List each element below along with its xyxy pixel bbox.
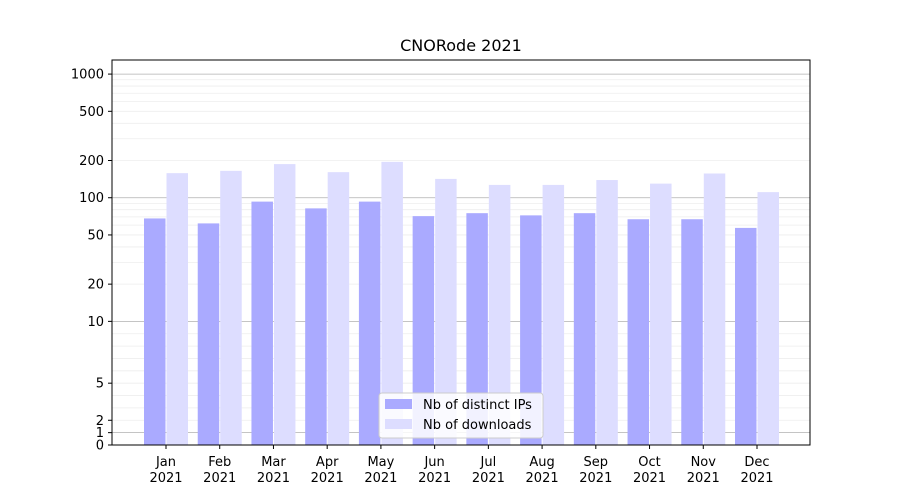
legend: Nb of distinct IPs Nb of downloads <box>378 392 544 439</box>
y-tick-label: 10 <box>87 315 104 330</box>
x-tick-label: 2021 <box>203 471 236 486</box>
legend-box <box>378 392 544 439</box>
y-tick-label: 0 <box>96 439 104 454</box>
y-tick-label: 20 <box>87 278 104 293</box>
bar-distinct-ips <box>627 219 650 445</box>
bar-distinct-ips <box>520 215 542 445</box>
x-tick-label: Oct <box>638 455 660 470</box>
y-tick-label: 5 <box>96 377 104 392</box>
bar-distinct-ips <box>305 208 327 445</box>
x-tick-label: Apr <box>316 455 339 470</box>
bar-distinct-ips <box>681 219 703 445</box>
x-tick-label: 2021 <box>257 471 290 486</box>
plot-area-frame <box>111 59 811 446</box>
x-tick-label: Mar <box>261 455 286 470</box>
bar-downloads <box>703 173 726 445</box>
y-tick-label: 200 <box>79 154 104 169</box>
x-tick-label: Feb <box>208 455 231 470</box>
x-tick-label: 2021 <box>740 471 773 486</box>
bars <box>144 161 779 446</box>
x-tick-label: Jun <box>423 455 444 470</box>
y-tick-label: 1000 <box>71 68 104 83</box>
bar-downloads <box>596 180 618 445</box>
bar-distinct-ips <box>197 223 220 445</box>
legend-label: Nb of downloads <box>423 418 532 433</box>
bar-downloads <box>435 178 457 446</box>
x-tick-label: 2021 <box>472 471 505 486</box>
y-tick-label: 50 <box>87 228 104 243</box>
bar-distinct-ips <box>412 216 435 445</box>
x-tick-label: Sep <box>584 455 609 470</box>
bar-distinct-ips <box>358 201 381 445</box>
x-tick-label: Jan <box>155 455 176 470</box>
chart-title: CNORode 2021 <box>400 36 522 55</box>
bar-distinct-ips <box>251 201 273 445</box>
x-tick-label: 2021 <box>311 471 344 486</box>
x-tick-label: 2021 <box>633 471 666 486</box>
y-tick-label: 500 <box>79 105 104 120</box>
x-tick-label: Dec <box>744 455 769 470</box>
x-tick-label: 2021 <box>687 471 720 486</box>
y-tick-label: 1 <box>96 426 104 441</box>
x-tick-label: Aug <box>529 455 554 470</box>
y-tick-label: 2 <box>96 414 104 429</box>
x-tick-label: 2021 <box>526 471 559 486</box>
legend-swatch <box>385 419 412 429</box>
x-tick-label: 2021 <box>418 471 451 486</box>
bar-downloads <box>273 164 296 446</box>
bar-distinct-ips <box>144 218 166 445</box>
bar-distinct-ips <box>735 227 757 445</box>
bar-distinct-ips <box>466 213 488 445</box>
x-tick-label: 2021 <box>364 471 397 486</box>
legend-label: Nb of distinct IPs <box>423 398 532 413</box>
y-tick-label: 100 <box>79 191 104 206</box>
bar-downloads <box>381 161 403 445</box>
bar-distinct-ips <box>573 213 596 445</box>
bar-downloads <box>488 184 511 445</box>
x-tick-label: Nov <box>691 455 717 470</box>
x-tick-label: 2021 <box>579 471 612 486</box>
legend-swatch <box>385 399 412 409</box>
x-tick-label: Jul <box>480 455 497 470</box>
bar-downloads <box>757 192 779 445</box>
bar-downloads <box>650 183 672 445</box>
bar-downloads <box>542 184 565 445</box>
bar-downloads <box>327 172 350 445</box>
axis-ticks: Jan2021Feb2021Mar2021Apr2021May2021Jun20… <box>71 68 774 486</box>
bar-downloads <box>220 170 242 446</box>
bar-downloads <box>166 173 188 446</box>
x-tick-label: 2021 <box>149 471 182 486</box>
x-tick-label: May <box>367 455 394 470</box>
